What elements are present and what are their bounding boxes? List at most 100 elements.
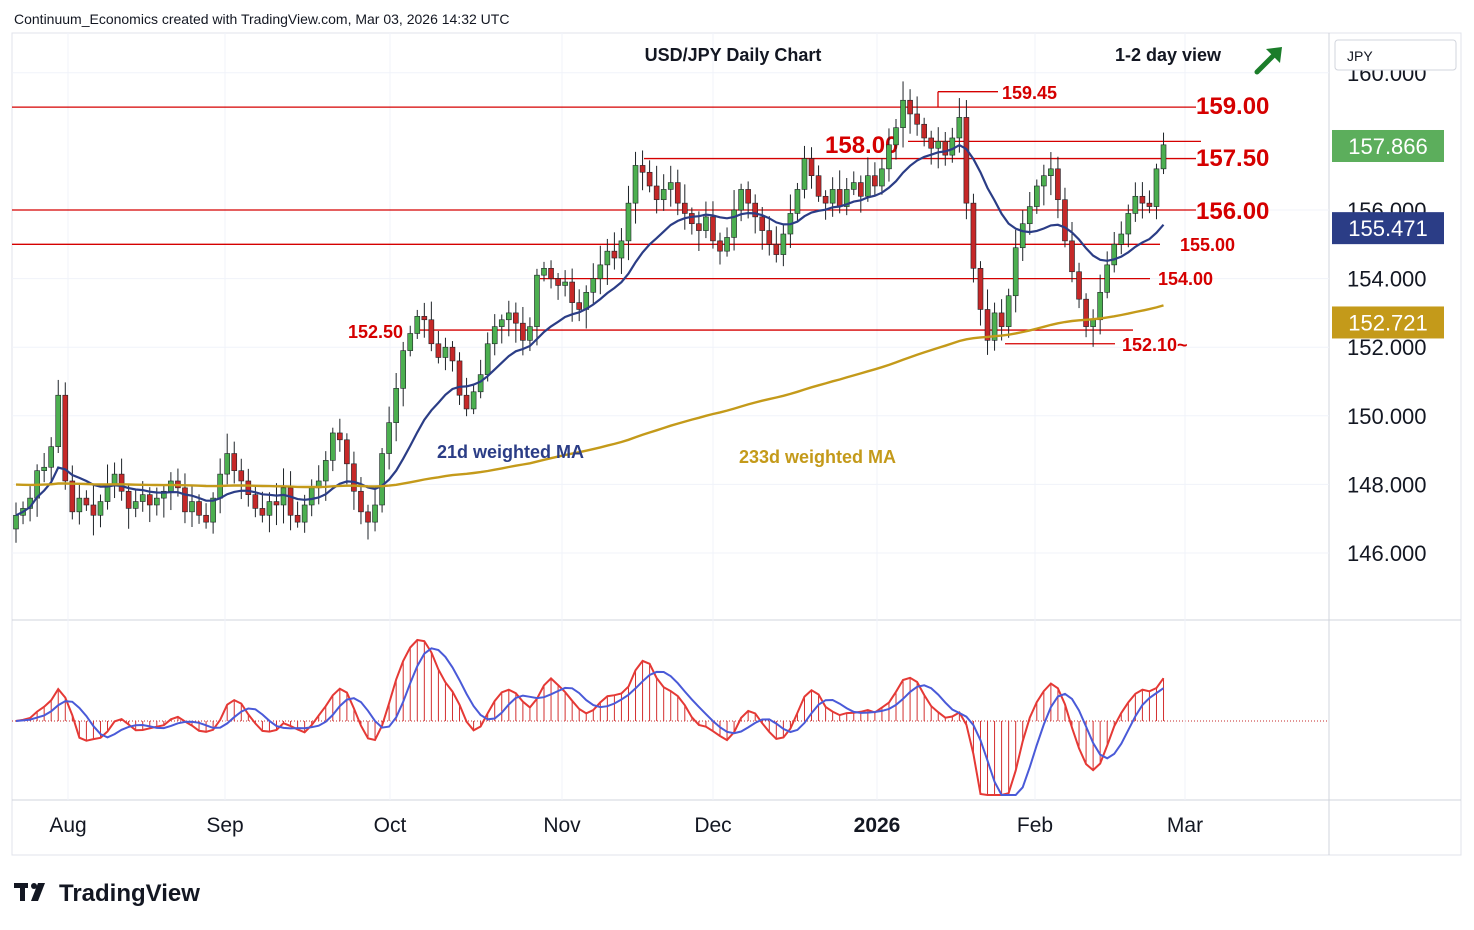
candle-body [731, 209, 737, 238]
candle-body [125, 490, 132, 509]
candle-body [611, 250, 618, 259]
candle-body [576, 302, 583, 310]
candle-body [1118, 233, 1125, 245]
candle-body [76, 497, 83, 513]
candle-body [111, 473, 118, 485]
candle-body [843, 189, 850, 207]
candle-body [238, 470, 245, 482]
tension-signal-line [15, 647, 1165, 796]
candle-body [914, 113, 920, 125]
candle-body [745, 189, 751, 204]
candle-body [344, 439, 350, 465]
candle-body [463, 394, 470, 410]
currency-box[interactable] [1334, 39, 1457, 71]
candle-body [618, 240, 625, 259]
x-tick-label: Nov [543, 814, 581, 837]
x-tick-label: Feb [1017, 814, 1053, 837]
candle-body [435, 343, 442, 358]
candle-body [879, 168, 885, 187]
candle-body [590, 278, 597, 293]
candle-body [1062, 199, 1068, 242]
candle-body [41, 466, 47, 471]
level-label: 159.00 [1196, 93, 1269, 120]
candle-body [484, 343, 491, 375]
ma-layer [15, 143, 1165, 517]
candle-body [1132, 195, 1139, 214]
x-tick-label: Sep [206, 814, 243, 837]
candle-body [287, 487, 294, 516]
candle-body [161, 490, 167, 499]
candle-body [498, 319, 505, 327]
candle-body [660, 189, 667, 201]
price-tag [1332, 129, 1444, 162]
tradingview-logo[interactable]: TradingView [14, 880, 200, 907]
candle-body [301, 504, 308, 523]
candle-body [1125, 213, 1132, 235]
candle-body [963, 117, 970, 204]
candle-body [829, 189, 836, 204]
candle-body [773, 244, 780, 255]
candle-body [329, 432, 336, 461]
candle-body [83, 497, 90, 506]
ma233-label: 233d weighted MA [739, 447, 896, 467]
candle-body [597, 264, 604, 279]
candle-body [808, 158, 815, 177]
candle-body [97, 501, 104, 516]
candle-body [1146, 202, 1153, 207]
level-label: 156.00 [1196, 198, 1269, 225]
price-tag-label: 155.471 [1348, 216, 1428, 241]
candle-body [681, 202, 688, 214]
candle-body [1055, 168, 1061, 201]
candle-body [822, 195, 829, 204]
candle-body [400, 350, 407, 389]
level-label: 152.10~ [1122, 335, 1188, 355]
candle-body [245, 480, 252, 495]
candle-body [886, 144, 892, 170]
x-tick-label: Aug [49, 814, 86, 837]
x-tick-label: Mar [1167, 814, 1203, 837]
candle-body [182, 487, 188, 513]
candle-body [857, 182, 864, 197]
candle-body [372, 504, 378, 523]
candle-body [604, 250, 611, 266]
candle-body [1041, 175, 1047, 187]
candle-body [308, 487, 315, 506]
candle-body [1005, 295, 1012, 327]
candle-body [118, 473, 125, 492]
candle-body [836, 189, 843, 207]
level-label: 159.45 [1002, 83, 1057, 103]
price-tag-label: 152.721 [1348, 310, 1428, 335]
candle-body [13, 514, 19, 530]
candle-body [456, 360, 463, 396]
candle-body [358, 490, 364, 513]
candle-body [794, 189, 801, 214]
candle-body [491, 326, 498, 345]
candle-body [1097, 292, 1103, 321]
candle-body [231, 453, 238, 471]
candle-body [1153, 168, 1160, 207]
candle-body [569, 281, 575, 303]
chart-frame [11, 32, 1462, 856]
candle-body [90, 504, 97, 516]
level-label: 152.50 [348, 322, 403, 342]
candle-body [703, 216, 709, 231]
candle-body [935, 141, 942, 149]
candle-body [1048, 168, 1054, 176]
candle-body [921, 123, 927, 139]
candle-body [1076, 271, 1082, 300]
candle-body [1019, 223, 1026, 249]
candle-body [801, 158, 808, 190]
candle-body [696, 223, 702, 231]
candle-body [421, 316, 428, 321]
candle-body [48, 446, 55, 468]
ma233-line [15, 304, 1164, 489]
candle-body [513, 312, 519, 324]
view-label: 1-2 day view [1115, 45, 1222, 65]
x-tick-label: Dec [694, 814, 731, 837]
candle-body [977, 268, 984, 310]
candle-body [1111, 244, 1118, 266]
candle-body [548, 268, 554, 279]
candle-body [139, 494, 146, 502]
candle-body [942, 141, 949, 156]
